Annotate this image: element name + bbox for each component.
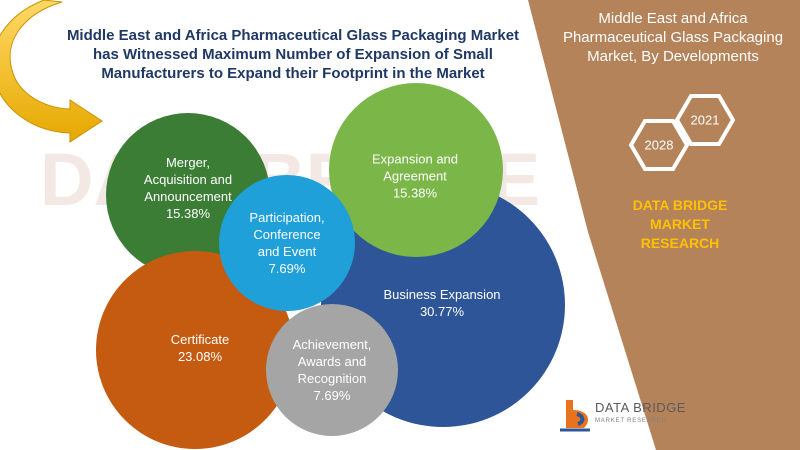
achievement-awards-label: Achievement, Awards and Recognition 7.69… [293, 336, 372, 404]
headline: Middle East and Africa Pharmaceutical Gl… [48, 26, 538, 83]
curved-arrow-icon [0, 0, 103, 143]
headline-line-3: Manufacturers to Expand their Footprint … [101, 65, 485, 82]
brand-line-1: DATA BRIDGE MARKET [632, 197, 728, 232]
year-end: 2028 [644, 137, 674, 153]
logo-tagline: MARKET RESEARCH [595, 418, 667, 424]
merger-label-line-3: Announcement [144, 189, 232, 204]
bubble-certificate [96, 251, 294, 449]
participation-label-line-3: and Event [257, 244, 317, 259]
headline-line-2: has Witnessed Maximum Number of Expansio… [93, 46, 493, 63]
merger-label-line-2: Acquisition and [143, 172, 233, 187]
side-panel-title: Middle East and Africa Pharmaceutical Gl… [560, 9, 786, 66]
data-bridge-logo-icon [560, 400, 590, 432]
certificate-value: 23.08% [177, 349, 223, 364]
expansion-agreement-label-line-2: Agreement [383, 168, 447, 184]
certificate-label: Certificate 23.08% [171, 331, 230, 365]
bubble-expansion-agreement [329, 83, 503, 257]
side-title-line-3: Market, By Developments [587, 48, 759, 65]
headline-line-1: Middle East and Africa Pharmaceutical Gl… [66, 27, 520, 44]
business-expansion-value: 30.77% [419, 304, 465, 319]
business-expansion-label-line-1: Business Expansion [383, 287, 501, 302]
business-expansion-label: Business Expansion 30.77% [383, 286, 500, 320]
participation-value: 7.69% [268, 261, 306, 276]
hexagon-2021-icon [674, 94, 736, 146]
bubble-participation-conference [219, 175, 355, 311]
side-title-line-1: Middle East and Africa [598, 10, 748, 27]
achievement-value: 7.69% [313, 388, 351, 403]
logo-name: DATA BRIDGE [595, 400, 686, 415]
year-start: 2021 [690, 112, 720, 128]
brand-text: DATA BRIDGE MARKET RESEARCH [610, 196, 750, 253]
participation-label-line-1: Participation, [249, 210, 325, 225]
expansion-agreement-value: 15.38% [392, 185, 438, 201]
achievement-label-line-2: Awards and [297, 354, 367, 369]
participation-conference-label: Participation, Conference and Event 7.69… [249, 209, 324, 277]
merger-acquisition-label: Merger, Acquisition and Announcement 15.… [144, 154, 232, 222]
participation-label-line-2: Conference [253, 227, 321, 242]
expansion-agreement-label: Expansion and Agreement 15.38% [372, 151, 458, 202]
hexagon-2028-icon [628, 119, 690, 171]
expansion-agreement-label-line-1: Expansion and [371, 151, 459, 167]
certificate-label-line-1: Certificate [170, 332, 230, 347]
achievement-label-line-3: Recognition [297, 371, 367, 386]
brand-line-2: RESEARCH [640, 235, 720, 251]
side-panel-background [528, 0, 800, 450]
side-title-line-2: Pharmaceutical Glass Packaging [562, 29, 784, 46]
achievement-label-line-1: Achievement, [292, 337, 372, 352]
merger-value: 15.38% [165, 206, 211, 221]
bubble-achievement-awards [266, 304, 398, 436]
merger-label-line-1: Merger, [165, 155, 211, 170]
